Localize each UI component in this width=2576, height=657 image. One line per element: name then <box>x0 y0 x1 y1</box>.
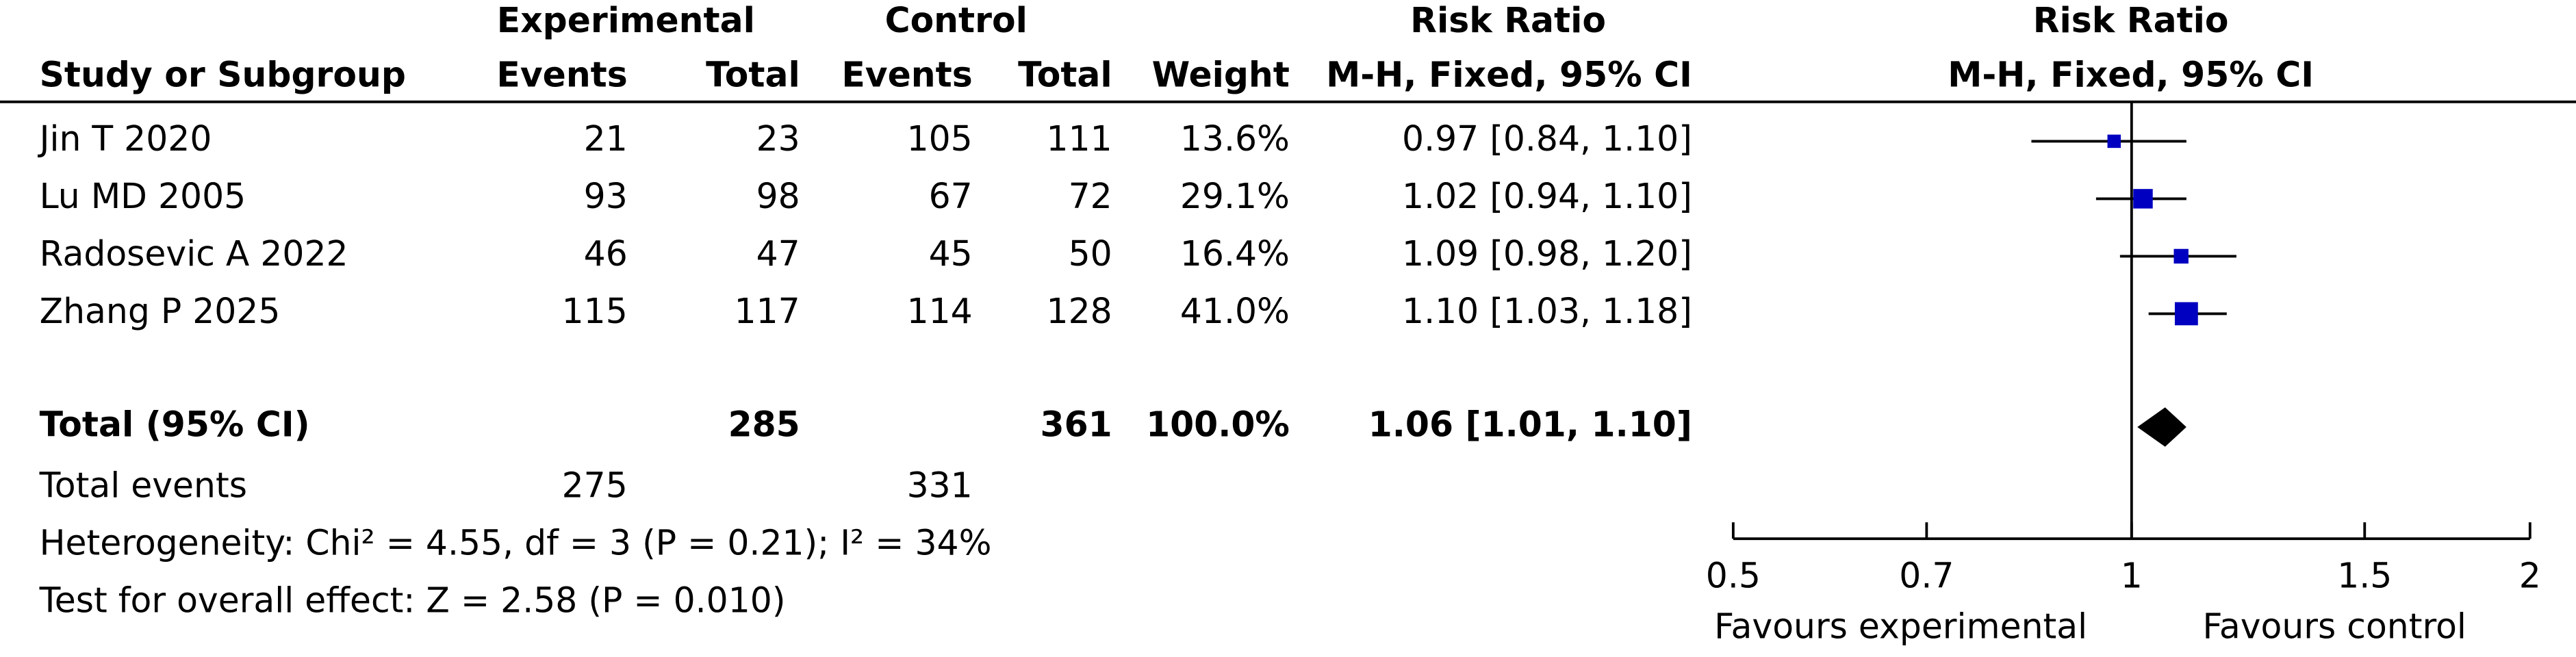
x-tick-label: 1 <box>2121 555 2143 595</box>
effect-square <box>2173 248 2189 264</box>
total-events-cell: 275 <box>562 465 628 505</box>
plot-header: M-H, Fixed, 95% CI <box>1948 54 2314 94</box>
table-cell: 1.02 [0.94, 1.10] <box>1402 176 1692 216</box>
column-header: Events <box>841 54 972 94</box>
x-tick-label: 1.5 <box>2337 555 2392 595</box>
effect-square <box>2174 302 2198 326</box>
table-cell: 117 <box>735 291 800 331</box>
column-header: Events <box>496 54 627 94</box>
table-cell: 50 <box>1069 233 1112 274</box>
table-cell: 93 <box>584 176 628 216</box>
total-events-cell: 331 <box>907 465 973 505</box>
pooled-diamond <box>2137 407 2186 447</box>
group-header: Experimental <box>497 0 755 40</box>
table-cell: 1.10 [1.03, 1.18] <box>1402 291 1692 331</box>
table-cell: 111 <box>1047 118 1112 159</box>
group-header: Risk Ratio <box>1410 0 1606 40</box>
total-name: Total (95% CI) <box>40 404 310 444</box>
study-name: Radosevic A 2022 <box>40 233 348 274</box>
table-cell: 16.4% <box>1180 233 1290 274</box>
column-header: Total <box>1018 54 1112 94</box>
plot-header: Risk Ratio <box>2033 0 2229 40</box>
favours-right: Favours control <box>2203 606 2466 647</box>
table-cell: 13.6% <box>1180 118 1290 159</box>
total-cell: 1.06 [1.01, 1.10] <box>1368 404 1692 444</box>
table-cell: 21 <box>584 118 628 159</box>
table-cell: 128 <box>1047 291 1112 331</box>
group-header: Control <box>885 0 1028 40</box>
table-cell: 47 <box>756 233 800 274</box>
table-cell: 29.1% <box>1180 176 1290 216</box>
favours-left: Favours experimental <box>1714 606 2087 647</box>
x-tick-label: 0.5 <box>1706 555 1761 595</box>
total-events-name: Total events <box>39 465 247 505</box>
table-cell: 114 <box>907 291 973 331</box>
table-cell: 46 <box>584 233 628 274</box>
study-name: Lu MD 2005 <box>40 176 246 216</box>
column-header: M-H, Fixed, 95% CI <box>1326 54 1692 94</box>
column-header: Weight <box>1152 54 1290 94</box>
column-header: Total <box>706 54 800 94</box>
x-tick-label: 0.7 <box>1899 555 1954 595</box>
table-cell: 41.0% <box>1180 291 1290 331</box>
total-cell: 285 <box>728 404 800 444</box>
table-cell: 0.97 [0.84, 1.10] <box>1402 118 1692 159</box>
table-cell: 1.09 [0.98, 1.20] <box>1402 233 1692 274</box>
table-cell: 72 <box>1069 176 1112 216</box>
effect-square <box>2107 134 2121 149</box>
effect-square <box>2133 189 2153 209</box>
table-cell: 45 <box>929 233 973 274</box>
total-cell: 361 <box>1041 404 1112 444</box>
table-cell: 67 <box>929 176 973 216</box>
x-tick-label: 2 <box>2519 555 2541 595</box>
column-header: Study or Subgroup <box>40 54 406 94</box>
table-cell: 23 <box>756 118 800 159</box>
overall-effect: Test for overall effect: Z = 2.58 (P = 0… <box>39 580 786 620</box>
study-name: Jin T 2020 <box>38 118 212 159</box>
study-name: Zhang P 2025 <box>40 291 281 331</box>
table-cell: 115 <box>562 291 628 331</box>
total-cell: 100.0% <box>1146 404 1290 444</box>
table-cell: 105 <box>907 118 973 159</box>
heterogeneity: Heterogeneity: Chi² = 4.55, df = 3 (P = … <box>40 522 992 563</box>
table-cell: 98 <box>756 176 800 216</box>
